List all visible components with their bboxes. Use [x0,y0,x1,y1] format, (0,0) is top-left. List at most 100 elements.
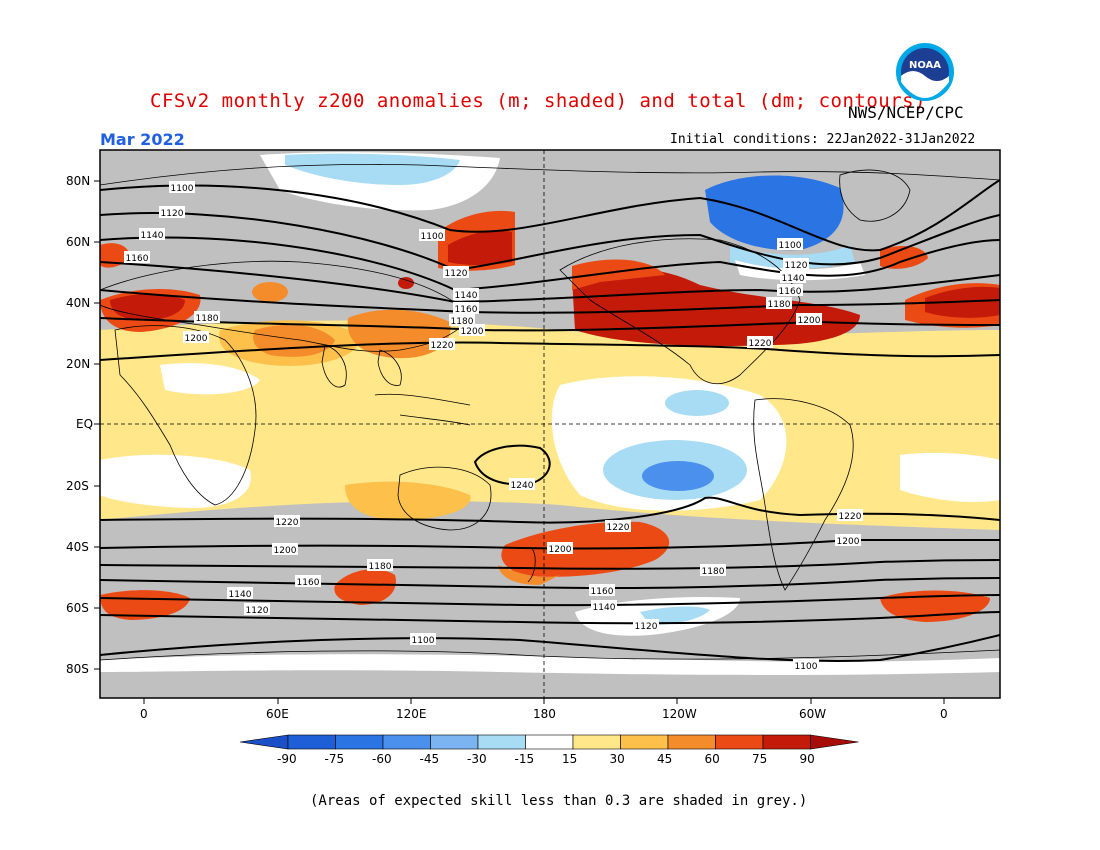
svg-text:1220: 1220 [431,341,454,351]
contour-label: 1100 [777,238,803,251]
colorbar [239,734,859,750]
lat-label: 80S [66,662,89,676]
contour-label: 1220 [837,509,863,522]
colorbar-tick-label: 75 [752,752,768,766]
svg-text:1120: 1120 [445,269,468,279]
coast-africa [114,325,257,506]
contour-label: 1180 [766,297,792,310]
lon-label: 180 [533,707,556,721]
colorbar-tick-label: -15 [514,752,535,766]
forecast-month: Mar 2022 [100,130,185,149]
contour-label: 1220 [274,515,300,528]
noaa-logo-text: NOAA [909,60,941,71]
svg-text:1140: 1140 [593,603,616,613]
svg-text:1220: 1220 [749,339,772,349]
anomaly-orange-north-pacific-edge [572,259,665,290]
svg-text:1120: 1120 [161,209,184,219]
colorbar-high-arrow [810,734,859,750]
contour-label: 1200 [835,534,861,547]
svg-text:1180: 1180 [451,317,474,327]
contour-label: 1100 [169,181,195,194]
contour-label: 1140 [453,288,479,301]
colorbar-tick-label: -30 [467,752,487,766]
svg-text:1200: 1200 [185,334,208,344]
anomaly-light-blue-arctic-pacific [285,153,460,185]
svg-text:1100: 1100 [421,232,444,242]
colorbar-tick-label: -90 [277,752,297,766]
svg-text:1220: 1220 [607,523,630,533]
contour-label: 1160 [589,584,615,597]
anomaly-white-polar-band [100,654,1000,675]
anomaly-red-north-pacific [572,267,860,347]
anomaly-darkred-alaska [448,230,512,265]
svg-text:1160: 1160 [455,305,478,315]
contour-label: 1120 [159,206,185,219]
anomaly-darkred-europe [110,294,185,321]
svg-text:1160: 1160 [779,287,802,297]
svg-text:1180: 1180 [768,300,791,310]
contour-1220-north [100,341,1000,361]
svg-text:1160: 1160 [591,587,614,597]
contour-1140-north [100,236,1000,292]
anomaly-light-blue-equatorial [665,390,729,416]
coast-india [321,344,347,388]
colorbar-tick-label: 30 [609,752,625,766]
lat-label: 60N [66,235,91,249]
svg-text:1140: 1140 [782,274,805,284]
svg-text:1160: 1160 [297,578,320,588]
contour-1160-north [100,261,1000,304]
coast-southeast-asia [377,349,402,386]
contour-label: 1140 [780,271,806,284]
agency-label: NWS/NCEP/CPC [848,103,964,122]
colorbar-cell [335,734,384,750]
colorbar-tick-label: 60 [704,752,720,766]
anomaly-blue-canada [705,175,844,251]
lat-label: 40N [66,296,91,310]
lat-label: 40S [66,540,89,554]
svg-text:1180: 1180 [369,562,392,572]
contour-label: 1220 [605,520,631,533]
colorbar-cell [525,734,574,750]
contour-label: 1140 [227,587,253,600]
svg-text:1120: 1120 [635,622,658,632]
svg-text:1220: 1220 [839,512,862,522]
anomaly-red-greenland-east [880,246,928,269]
svg-text:1180: 1180 [196,314,219,324]
skill-note: (Areas of expected skill less than 0.3 a… [310,793,808,809]
coastlines [100,163,1000,661]
contour-1180-north [100,289,1000,314]
colorbar-tick-label: -60 [372,752,392,766]
contour-label: 1220 [429,338,455,351]
coast-north-america [559,238,801,384]
contour-label: 1120 [783,258,809,271]
contour-labels: 1100 1120 1140 1160 1180 1200 1100 1120 … [124,181,863,672]
anomaly-orange-south-indian [345,481,471,520]
contour-label: 1180 [367,559,393,572]
contour-label: 1160 [124,251,150,264]
coast-antarctica [100,649,1000,661]
contour-label: 1120 [443,266,469,279]
anomaly-white-south-america [900,452,1000,502]
lon-label: 120E [396,707,427,721]
contour-1180-south [100,559,1000,570]
svg-text:1200: 1200 [837,537,860,547]
lat-label: 60S [66,601,89,615]
contour-label: 1180 [194,311,220,324]
noaa-logo-icon: NOAA [896,43,954,101]
contour-1100-south [100,634,1000,662]
lat-label: EQ [76,417,94,431]
contour-label: 1160 [295,575,321,588]
svg-text:1200: 1200 [461,327,484,337]
lon-label: 0 [940,707,948,721]
anomaly-white-south-africa [100,454,251,508]
anomaly-orange-south-pacific-edge [498,565,560,585]
contour-label: 1100 [419,229,445,242]
contour-label: 1120 [633,619,659,632]
contour-1240-south-pacific [473,444,551,486]
svg-text:1200: 1200 [274,546,297,556]
contour-label: 1140 [139,228,165,241]
svg-text:1120: 1120 [246,606,269,616]
svg-text:1200: 1200 [798,316,821,326]
contour-1200-north [100,317,1000,332]
